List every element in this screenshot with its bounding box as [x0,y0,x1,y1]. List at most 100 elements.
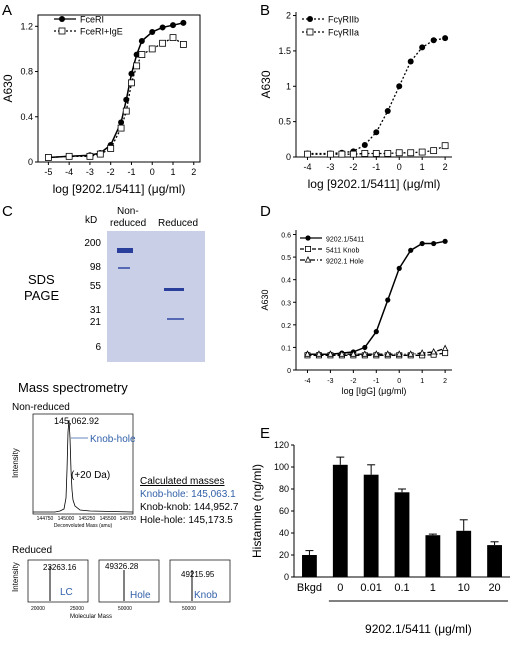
data-point [373,129,380,136]
x-tick-label: 1 [420,378,424,385]
data-point [179,41,187,48]
data-point [149,28,156,35]
lane-label-nonreduced-2: reduced [110,218,146,229]
y-tick-label: 100 [274,462,289,472]
data-point [361,350,369,357]
x-tick-label: 0.1 [394,582,409,594]
data-point [384,350,392,357]
ms-ylabel: Intensity [11,448,20,478]
y-tick-label: 20 [279,550,289,560]
y-tick-label: 0.8 [20,67,33,77]
x-axis-label: log [9202.1/5411] (μg/ml) [53,182,186,196]
calc-masses-title: Calculated masses [140,476,224,487]
calc-knob-hole: Knob-hole: 145,063.1 [140,489,236,500]
marker-6: 6 [95,342,101,353]
y-axis-label: Histamine (ng/ml) [250,464,264,558]
data-point [430,147,438,155]
ms-xtick: 144750 [37,516,54,522]
x-tick-label: -4 [65,167,73,177]
y-tick-label: 0.4 [20,112,33,122]
data-point [350,350,357,357]
data-point [180,19,187,26]
mass-spec-title: Mass spectrometry [18,380,128,395]
y-tick-label: 1.5 [278,46,291,56]
data-point [419,240,425,247]
reduced-peak-label-lc: LC [60,587,73,598]
y-tick-label: 0 [287,368,291,375]
reduced-xlabel: Molecular Mass [70,614,112,620]
x-tick-label: 20 [488,582,500,594]
panel-label-d: D [260,203,271,220]
data-point [118,119,125,126]
calc-knob-knob: Knob-knob: 144,952.7 [140,502,239,513]
chart-d: -4 -3 -2 -1 0 1 2 0 0.1 0.2 0.3 0.4 0.5 0.6 log [IgG] … [260,230,452,396]
data-point [327,150,334,158]
x-tick-label: 0 [150,167,155,177]
series-line [48,36,184,159]
reduced-peak-value-knob: 49215.95 [181,570,215,579]
ms-xtick: 145000 [58,516,75,522]
x-tick-label: 1 [170,167,175,177]
y-tick-label: 0 [28,157,33,167]
y-tick-label: 40 [279,528,289,538]
data-point [407,350,414,357]
data-point [441,344,449,352]
y-tick-label: 0.5 [281,255,291,262]
x-tick-label: 0.01 [360,582,381,594]
marker-55: 55 [90,281,102,292]
x-tick-label: -3 [326,162,334,172]
y-tick-label: 0.4 [281,278,291,285]
marker-200: 200 [84,238,101,249]
lane-label-nonreduced-1: Non- [117,206,139,217]
data-point [430,37,437,44]
x-tick-label: -4 [303,162,311,172]
data-point [159,39,167,47]
reduced-spectrum-frame-hole [98,559,160,603]
ms-xtick: 145250 [79,516,96,522]
gel-band [167,318,184,320]
data-point [338,150,346,158]
data-point [304,256,312,263]
x-tick-label: 1 [430,582,436,594]
legend-label: 9202.1 Hole [326,259,364,266]
bar [425,535,441,577]
reduced-xtick-lc-2: 25000 [70,606,84,612]
data-point [148,45,156,53]
data-point [441,142,449,150]
x-tick-label: 0 [397,378,401,385]
x-tick-label: -2 [107,167,115,177]
reduced-peak-label-knob: Knob [194,590,218,601]
data-point [304,245,311,252]
x-tick-label: -4 [304,378,310,385]
ms-xlabel: Deconvoluted Mass (amu) [54,523,113,529]
data-point [395,149,403,157]
data-point [384,108,391,115]
x-tick-label: 2 [443,378,447,385]
data-point [395,350,403,357]
series-fc-riia [304,142,449,158]
x-axis-label: 9202.1/5411 (μg/ml) [365,622,472,636]
x-tick-label: 2 [191,167,196,177]
y-tick-label: 60 [279,506,289,516]
y-tick-label: 2 [286,11,291,21]
x-tick-label: -1 [372,162,380,172]
data-point [408,247,414,253]
reduced-spectrum-frame-lc [27,559,89,603]
chart-e: 0 20 40 60 80 100 120 Bkgd 0 0.01 0.1 1 10 20 9202.1/5… [250,440,510,636]
nonreduced-title: Non-reduced [12,402,70,413]
reduced-ylabel: Intensity [11,562,20,592]
data-point [418,349,426,356]
x-tick-label: 10 [458,582,470,594]
y-tick-label: 80 [279,484,289,494]
data-point [96,150,104,158]
data-point [58,27,66,35]
x-tick-label: -5 [44,167,52,177]
data-point [128,79,135,87]
marker-31: 31 [90,305,102,316]
panel-label-a: A [2,2,12,19]
mass-spec-panel: Mass spectrometry Non-reduced 145,062.92… [11,380,239,620]
y-axis-label: A630 [260,289,270,310]
data-point [133,51,140,58]
